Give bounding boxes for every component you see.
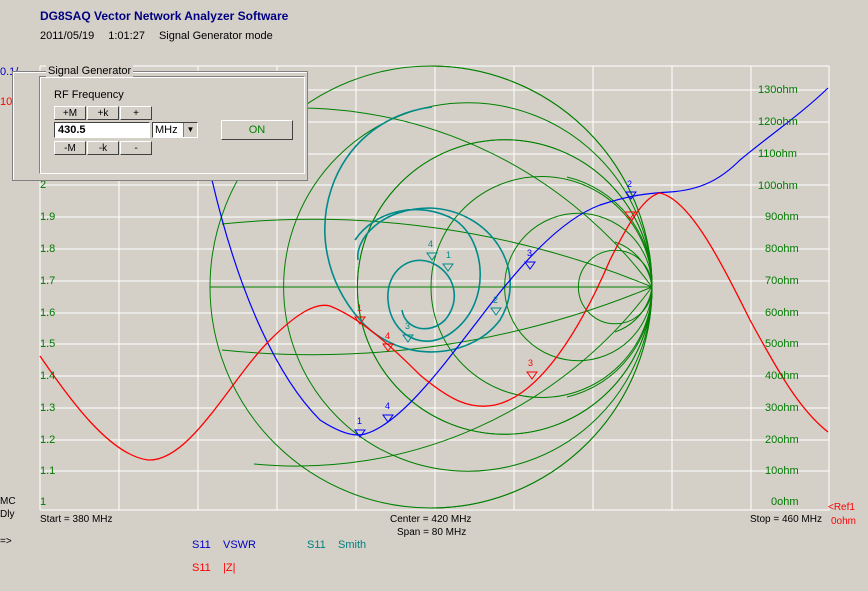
z-trace (39, 192, 829, 461)
left-tick: 1.6 (40, 307, 56, 319)
left-tick: 1.8 (40, 243, 56, 255)
right-tick: 100ohm (758, 180, 798, 192)
minus-button[interactable]: - (120, 141, 152, 155)
smith-trace (324, 106, 511, 353)
dly-label: Dly (0, 509, 15, 520)
frequency-input[interactable]: 430.5 (54, 122, 150, 138)
legend-vswr-param: S11 (192, 539, 211, 551)
marker-3-smith (402, 334, 414, 343)
right-tick: 120ohm (758, 116, 798, 128)
right-tick: 10ohm (765, 465, 799, 477)
marker-1-smith-label: 1 (446, 250, 452, 260)
marker-3-vswr (524, 261, 536, 270)
right-tick: 110ohm (758, 148, 797, 160)
signal-generator-group (39, 76, 305, 174)
signal-generator-title: Signal Generator (46, 65, 134, 77)
left-tick: 1 (40, 496, 47, 508)
rect-grid (39, 65, 830, 511)
marker-1-z (354, 316, 366, 325)
right-tick: 80ohm (765, 243, 799, 255)
legend-smith-format: Smith (338, 539, 367, 551)
marker-4-z-label: 4 (385, 331, 391, 341)
right-tick: 90ohm (765, 211, 799, 223)
marker-2-smith (490, 307, 502, 316)
ref-label-1: <Ref1 (828, 502, 855, 513)
mode-label: Signal Generator mode (158, 30, 273, 42)
plus-kilo-button[interactable]: +k (87, 106, 119, 120)
right-tick: 40ohm (765, 370, 799, 382)
plus-mega-button[interactable]: +M (54, 106, 86, 120)
legend-z-format: |Z| (223, 562, 236, 574)
time-label: 1:01:27 (108, 30, 145, 42)
span-label: Span = 80 MHz (397, 527, 467, 538)
legend-z[interactable]: S11 |Z| (192, 562, 235, 574)
minus-kilo-button[interactable]: -k (87, 141, 119, 155)
marker-4-vswr-label: 4 (385, 401, 391, 411)
right-tick: 130ohm (758, 84, 798, 96)
marker-3-z-label: 3 (528, 358, 534, 368)
legend-smith-param: S11 (307, 539, 326, 551)
minus-mega-button[interactable]: -M (54, 141, 86, 155)
right-tick: 30ohm (765, 402, 799, 414)
marker-1-vswr-label: 1 (357, 416, 363, 426)
right-tick: 20ohm (765, 434, 799, 446)
marker-2-z (624, 211, 636, 220)
mc-label: MC (0, 496, 16, 507)
left-tick: 1.5 (40, 338, 56, 350)
unit-select[interactable]: MHz ▼ (152, 122, 198, 138)
legend-vswr-format: VSWR (223, 539, 256, 551)
right-tick: 60ohm (765, 307, 799, 319)
left-tick: 1.4 (40, 370, 56, 382)
marker-1-smith (442, 263, 454, 272)
marker-symbols (354, 191, 637, 438)
arrow-label[interactable]: => (0, 536, 12, 547)
marker-4-smith-label: 4 (428, 239, 434, 249)
signal-generator-panel: Signal Generator RF Frequency +M +k + 43… (12, 65, 308, 181)
left-tick: 1.1 (40, 465, 56, 477)
legend-vswr[interactable]: S11 VSWR (192, 539, 256, 551)
vswr-trace (211, 87, 829, 436)
marker-3-smith-label: 3 (405, 321, 411, 331)
marker-4-z (382, 343, 394, 352)
start-label: Start = 380 MHz (40, 514, 113, 525)
on-button[interactable]: ON (221, 120, 293, 140)
stop-label: Stop = 460 MHz (750, 514, 822, 525)
marker-4-vswr (382, 414, 394, 423)
marker-2-smith-label: 2 (493, 295, 499, 305)
app-title: DG8SAQ Vector Network Analyzer Software (40, 9, 289, 23)
marker-2-vswr (625, 191, 637, 200)
legend-z-param: S11 (192, 562, 211, 574)
right-tick: 0ohm (771, 496, 799, 508)
plus-button[interactable]: + (120, 106, 152, 120)
unit-value: MHz (155, 124, 178, 136)
right-tick: 50ohm (765, 338, 799, 350)
legend-smith[interactable]: S11 Smith (307, 539, 366, 551)
marker-1-vswr (354, 429, 366, 438)
ref-label-2: 0ohm (831, 516, 857, 527)
left-tick: 1.7 (40, 275, 56, 287)
left-tick: 2 (40, 179, 47, 191)
rf-frequency-label: RF Frequency (54, 89, 124, 101)
marker-2-vswr-label: 2 (627, 179, 633, 189)
left-tick: 1.9 (40, 211, 56, 223)
marker-3-z (526, 371, 538, 380)
center-label: Center = 420 MHz (390, 514, 472, 525)
date-label: 2011/05/19 (40, 30, 95, 42)
marker-1-z-label: 1 (357, 303, 363, 313)
marker-4-smith (426, 252, 438, 261)
chevron-down-icon[interactable]: ▼ (183, 123, 197, 137)
status-line: 2011/05/19 1:01:27 Signal Generator mode (40, 30, 287, 42)
marker-3-vswr-label: 3 (527, 248, 533, 258)
right-tick: 70ohm (765, 275, 799, 287)
left-tick: 1.2 (40, 434, 56, 446)
left-tick: 1.3 (40, 402, 56, 414)
